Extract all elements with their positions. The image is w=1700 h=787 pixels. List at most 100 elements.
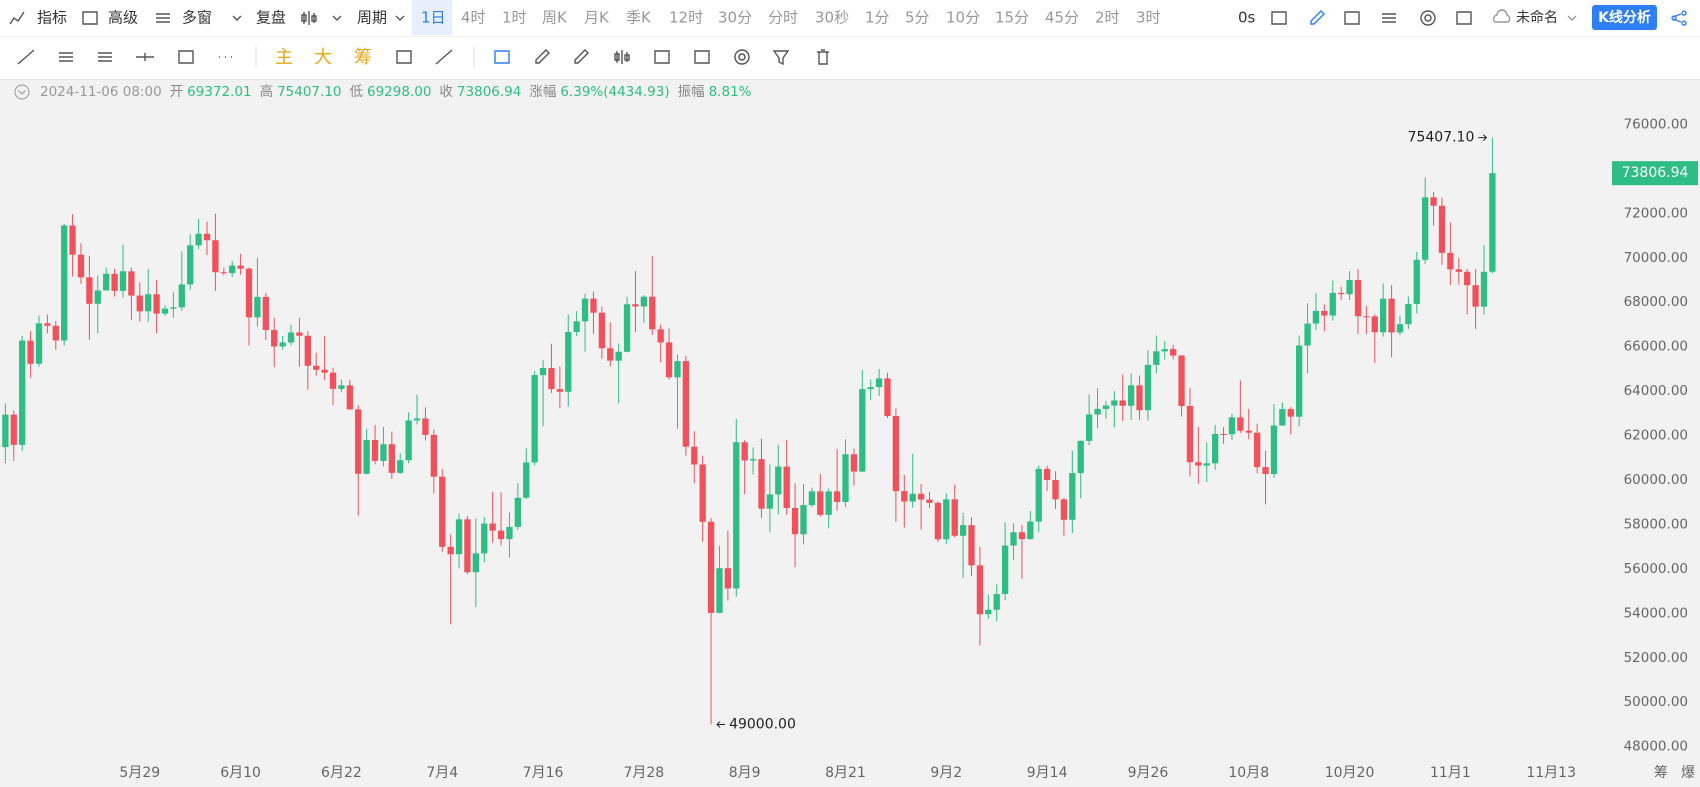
candle-body [287, 332, 295, 343]
icon[interactable] [396, 50, 412, 64]
period-menu[interactable]: 周期 [357, 9, 387, 27]
icon[interactable] [232, 15, 242, 21]
icon[interactable] [1310, 10, 1325, 25]
candle-body [245, 268, 253, 318]
analysis-label[interactable]: K线分析 [1598, 9, 1651, 26]
icon[interactable] [156, 13, 170, 23]
period-option[interactable]: 5分 [905, 9, 930, 27]
footer-toggle[interactable]: 爆 [1681, 765, 1695, 781]
period-option[interactable]: 季K [626, 9, 652, 27]
icon[interactable] [535, 49, 550, 64]
candle-body [707, 521, 715, 613]
period-option[interactable]: 12时 [669, 9, 703, 27]
icon[interactable] [17, 49, 35, 65]
toolbar-bg [0, 0, 1700, 80]
y-tick-label: 48000.00 [1624, 739, 1688, 755]
candle-body [145, 294, 152, 312]
icon[interactable] [1671, 10, 1687, 26]
candle-body [1043, 468, 1051, 480]
candle-body [1438, 205, 1446, 253]
icon[interactable] [301, 11, 317, 25]
candle-body [1405, 304, 1412, 325]
icon[interactable] [1271, 11, 1287, 25]
icon[interactable] [1456, 11, 1472, 25]
period-option[interactable]: 30分 [718, 9, 752, 27]
icon-shape [1492, 9, 1511, 23]
candle-body [649, 296, 656, 330]
period-option[interactable]: 1日 [421, 9, 446, 27]
candle-body [1279, 409, 1286, 426]
overlay-toggle[interactable]: 筹 [354, 47, 372, 68]
candle-body [220, 272, 227, 274]
candle-body [1321, 310, 1328, 316]
menu-item[interactable]: 多窗 [182, 9, 212, 27]
period-option[interactable]: 3时 [1136, 9, 1161, 27]
icon[interactable] [1420, 10, 1436, 26]
candle-body [10, 414, 17, 445]
candle-body [766, 494, 774, 509]
icon[interactable] [772, 50, 790, 66]
icon[interactable] [654, 50, 670, 64]
candle-body [665, 342, 673, 378]
candle-body [1195, 462, 1202, 466]
icon[interactable] [1492, 9, 1511, 23]
icon[interactable] [1344, 11, 1360, 25]
candle-body [1371, 316, 1378, 333]
info-value: 73806.94 [457, 84, 521, 100]
icon[interactable] [614, 50, 630, 64]
period-option[interactable]: 45分 [1045, 9, 1079, 27]
icon[interactable] [1382, 13, 1396, 23]
period-option[interactable]: 2时 [1095, 9, 1120, 27]
icon[interactable] [82, 11, 98, 25]
menu-item[interactable]: 复盘 [256, 9, 286, 27]
y-tick-label: 72000.00 [1624, 205, 1688, 221]
icon[interactable] [574, 49, 589, 64]
file-name[interactable]: 未命名 [1516, 9, 1558, 26]
icon[interactable] [98, 52, 112, 62]
overlay-toggle[interactable]: 主 [275, 47, 293, 68]
candle-body [2, 414, 9, 448]
icon-shape [654, 50, 670, 64]
icon[interactable] [435, 49, 453, 65]
candle-body [1237, 417, 1244, 431]
candle-body [422, 418, 429, 435]
icon[interactable] [694, 50, 710, 64]
candle-body [19, 340, 26, 445]
period-option[interactable]: 月K [584, 9, 610, 27]
overlay-toggle[interactable]: 大 [314, 47, 332, 68]
icon-shape [9, 11, 25, 25]
icon[interactable] [59, 52, 73, 62]
collapse-icon[interactable] [14, 84, 30, 100]
period-option[interactable]: 分时 [768, 9, 798, 27]
icon[interactable] [817, 49, 829, 65]
icon[interactable] [178, 50, 194, 64]
icon[interactable] [332, 15, 342, 21]
footer-toggle[interactable]: 筹 [1654, 764, 1668, 781]
x-tick-label: 11月1 [1430, 765, 1471, 781]
candle-body [716, 568, 723, 613]
icon[interactable] [9, 11, 25, 25]
icon[interactable] [395, 15, 405, 21]
icon[interactable] [1567, 15, 1577, 21]
analysis-button[interactable] [1592, 5, 1657, 30]
period-option[interactable]: 周K [542, 9, 568, 27]
info-label: 涨幅 [529, 84, 556, 100]
period-option[interactable]: 30秒 [815, 9, 849, 27]
period-option[interactable]: 1时 [502, 9, 527, 27]
candle-body [86, 277, 93, 304]
candle-body [338, 385, 345, 389]
period-option[interactable]: 4时 [461, 9, 486, 27]
candle-body [791, 508, 799, 535]
menu-item[interactable]: 指标 [37, 9, 67, 27]
period-option[interactable]: 15分 [995, 9, 1029, 27]
period-option[interactable]: 1分 [865, 9, 890, 27]
icon[interactable] [494, 50, 510, 64]
candle-body [170, 307, 177, 309]
icon[interactable] [136, 53, 154, 61]
icon-shape [694, 50, 710, 64]
period-option[interactable]: 10分 [946, 9, 980, 27]
icon-shape [232, 15, 242, 21]
menu-item[interactable]: 高级 [108, 9, 138, 27]
icon[interactable] [734, 49, 750, 65]
candle-body [808, 491, 816, 506]
